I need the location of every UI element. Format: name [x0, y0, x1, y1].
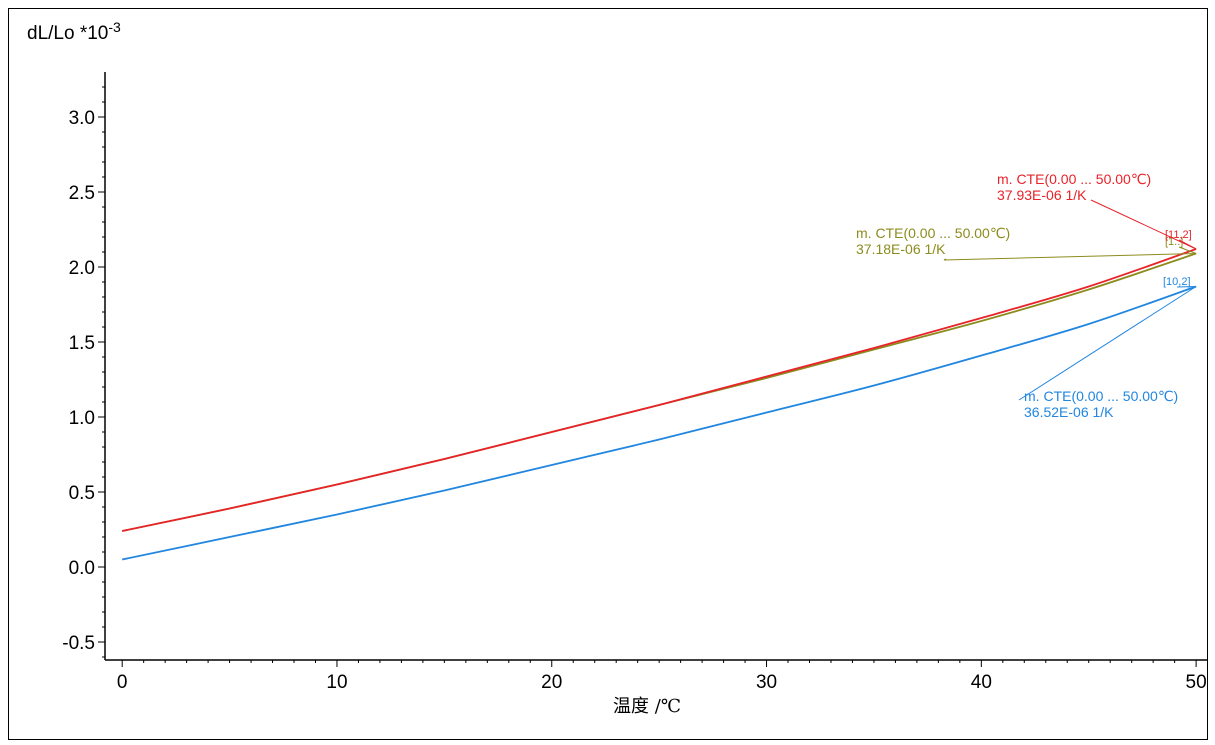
series-marker-1: [1..] — [1165, 236, 1183, 248]
x-tick-label: 50 — [1186, 672, 1207, 693]
y-tick-label: 1.5 — [69, 333, 95, 354]
annotation-leader-1 — [943, 253, 1197, 261]
dilatometry-chart: 0 10 20 30 40 50 -0.5 0.0 0.5 1.0 1.5 2.0 2.5 3.0 m. … — [27, 19, 1207, 717]
series-marker-0: [10,2] — [1163, 276, 1191, 288]
y-axis-label-exponent: -3 — [108, 19, 121, 35]
x-axis-label: 温度 /℃ — [613, 696, 681, 717]
annotation-line2-1: 37.18E-06 1/K — [856, 241, 946, 257]
x-tick-label: 10 — [326, 672, 347, 693]
annotation-line2-2: 37.93E-06 1/K — [997, 187, 1087, 203]
x-tick-label: 20 — [541, 672, 562, 693]
x-tick-label: 0 — [117, 672, 128, 693]
annotation-leader-2 — [1090, 199, 1197, 250]
series-line-2 — [121, 248, 1197, 532]
y-tick-label: 2.5 — [69, 183, 95, 204]
marker-leader-2 — [1178, 239, 1197, 250]
series-layer — [121, 248, 1197, 561]
annotation-line1-2: m. CTE(0.00 ... 50.00℃) — [997, 171, 1151, 187]
y-axis-label-base: dL/Lo *10 — [27, 23, 108, 44]
axes: 0 10 20 30 40 50 -0.5 0.0 0.5 1.0 1.5 2.0 2.5 3.0 — [62, 72, 1207, 693]
y-axis-label: dL/Lo *10-3 — [27, 19, 121, 44]
x-tick-label: 40 — [971, 672, 992, 693]
y-tick-label: 3.0 — [69, 108, 95, 129]
annotation-line1-0: m. CTE(0.00 ... 50.00℃) — [1024, 388, 1178, 404]
marker-leader-0 — [1176, 286, 1197, 288]
annotation-line1-1: m. CTE(0.00 ... 50.00℃) — [856, 225, 1010, 241]
y-tick-label: 0.5 — [69, 483, 95, 504]
annotation-line2-0: 36.52E-06 1/K — [1024, 404, 1114, 420]
y-tick-label: 1.0 — [69, 408, 95, 429]
x-tick-label: 30 — [756, 672, 777, 693]
chart-frame: 0 10 20 30 40 50 -0.5 0.0 0.5 1.0 1.5 2.0 2.5 3.0 m. … — [8, 8, 1208, 740]
series-line-0 — [121, 285, 1197, 561]
series-marker-2: [11,2] — [1165, 229, 1192, 241]
annotation-leader-0 — [1018, 286, 1197, 401]
y-tick-label: 2.0 — [69, 258, 95, 279]
annotation-layer: m. CTE(0.00 ... 50.00℃)36.52E-06 1/K[10,… — [856, 171, 1197, 420]
y-tick-label: -0.5 — [62, 633, 95, 654]
marker-leader-1 — [1178, 246, 1197, 254]
y-tick-label: 0.0 — [69, 558, 95, 579]
